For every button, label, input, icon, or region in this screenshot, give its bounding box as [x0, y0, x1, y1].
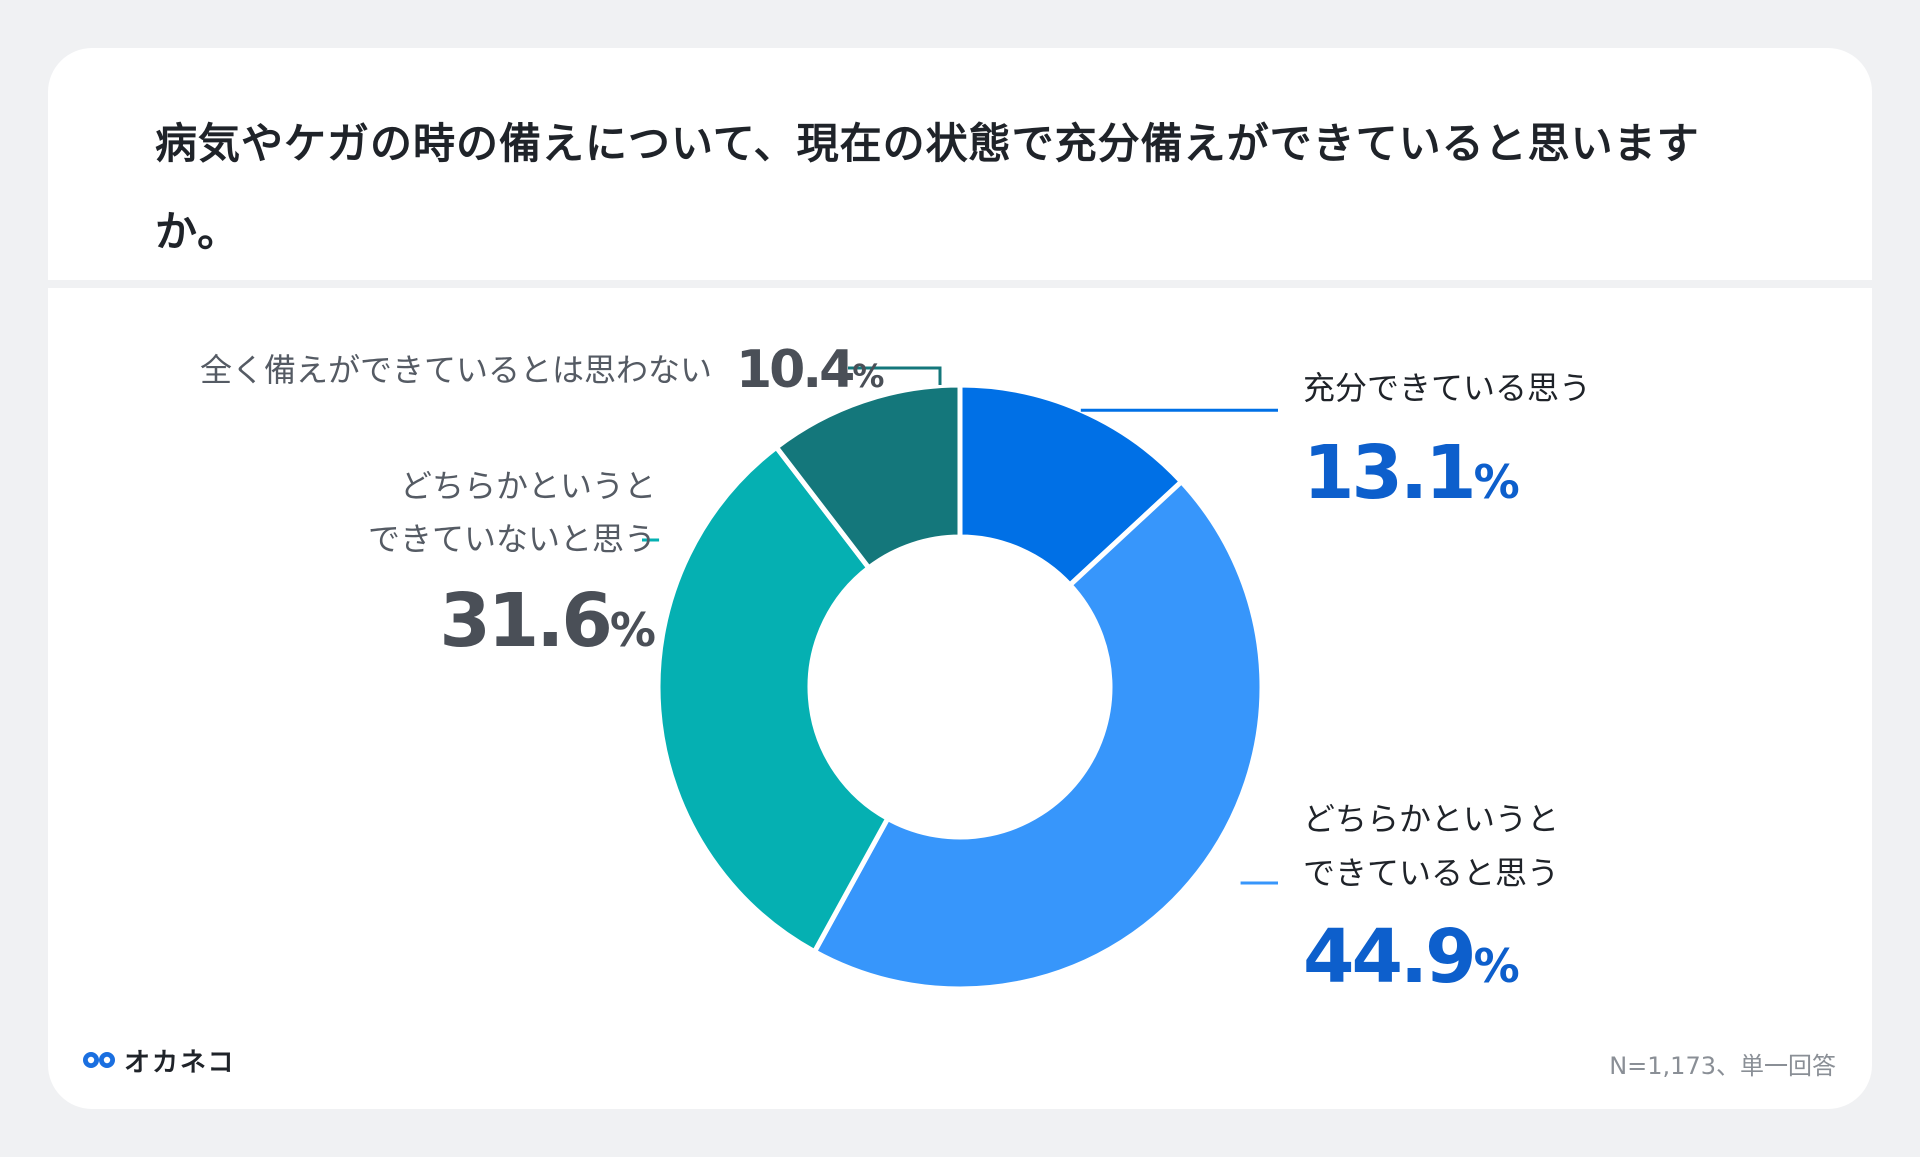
value-seg2: 44.9%	[1303, 920, 1520, 994]
value-seg4: 10.4%	[736, 344, 884, 396]
label-seg4: 全く備えができているとは思わない	[199, 351, 712, 389]
donut-segment-2	[812, 479, 1265, 992]
brand-name: オカネコ	[124, 1047, 236, 1078]
donut-segment-3	[655, 444, 891, 955]
footnote: N=1,173、単一回答	[1609, 1052, 1836, 1080]
chart-card: 病気やケガの時の備えについて、現在の状態で充分備えができていると思いますか。 充…	[48, 48, 1872, 1109]
label-seg2-line1: どちらかというと	[1303, 800, 1560, 838]
chart-title: 病気やケガの時の備えについて、現在の状態で充分備えができていると思いますか。	[155, 119, 1700, 256]
value-seg1-unit: %	[1473, 455, 1520, 509]
value-seg2-number: 44.9	[1303, 914, 1477, 1000]
value-seg4-number: 10.4	[736, 340, 855, 400]
value-seg2-unit: %	[1473, 939, 1520, 993]
donut-segment-4	[773, 382, 963, 571]
value-seg4-unit: %	[852, 357, 885, 395]
label-seg3-line1: どちらかというと	[399, 467, 656, 505]
label-seg2-line2: できていると思う	[1303, 854, 1560, 892]
leader-line-seg4	[848, 366, 942, 385]
value-seg1: 13.1%	[1303, 436, 1520, 510]
label-seg3-line2: できていないと思う	[367, 520, 656, 558]
value-seg1-number: 13.1	[1303, 430, 1477, 516]
label-seg1: 充分できている思う	[1303, 369, 1592, 407]
title-divider	[48, 280, 1872, 288]
donut-chart	[642, 366, 1278, 992]
value-seg3: 31.6%	[439, 584, 656, 658]
okaneko-logo-icon	[83, 1052, 115, 1068]
brand-logo: オカネコ	[82, 1042, 235, 1078]
value-seg3-number: 31.6	[439, 578, 613, 664]
value-seg3-unit: %	[609, 603, 656, 657]
donut-segment-1	[957, 382, 1184, 588]
